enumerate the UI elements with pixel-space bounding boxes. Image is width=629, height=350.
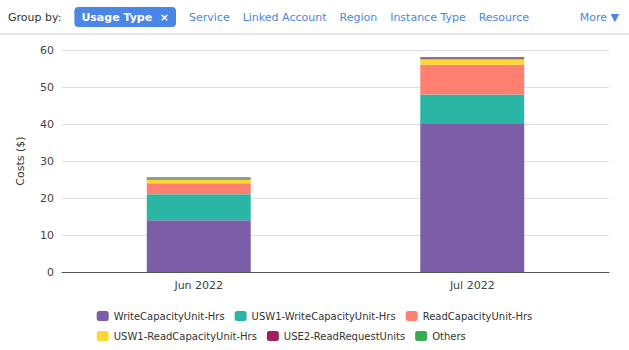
svg-text:Costs ($): Costs ($) [14,136,27,185]
svg-text:Group by:: Group by: [8,11,61,24]
svg-text:Service: Service [189,11,230,24]
svg-text:20: 20 [40,192,54,205]
svg-text:60: 60 [40,44,54,57]
svg-text:Resource: Resource [479,11,530,24]
svg-text:WriteCapacityUnit-Hrs: WriteCapacityUnit-Hrs [114,311,225,322]
svg-text:40: 40 [40,118,54,131]
svg-text:30: 30 [40,155,54,168]
svg-text:Jul 2022: Jul 2022 [449,279,495,292]
svg-text:Others: Others [432,331,466,342]
svg-text:Linked Account: Linked Account [243,11,327,24]
svg-text:More ▼: More ▼ [580,11,620,24]
svg-text:USE2-ReadRequestUnits: USE2-ReadRequestUnits [284,331,405,342]
svg-text:50: 50 [40,81,54,94]
svg-text:ReadCapacityUnit-Hrs: ReadCapacityUnit-Hrs [423,311,533,322]
svg-text:0: 0 [47,266,54,279]
svg-text:Region: Region [339,11,377,24]
svg-text:10: 10 [40,229,54,242]
svg-text:Jun 2022: Jun 2022 [173,279,223,292]
svg-text:USW1-WriteCapacityUnit-Hrs: USW1-WriteCapacityUnit-Hrs [252,311,396,322]
svg-text:Usage Type ×: Usage Type × [81,11,169,24]
svg-text:Instance Type: Instance Type [390,11,466,24]
svg-text:USW1-ReadCapacityUnit-Hrs: USW1-ReadCapacityUnit-Hrs [114,331,257,342]
